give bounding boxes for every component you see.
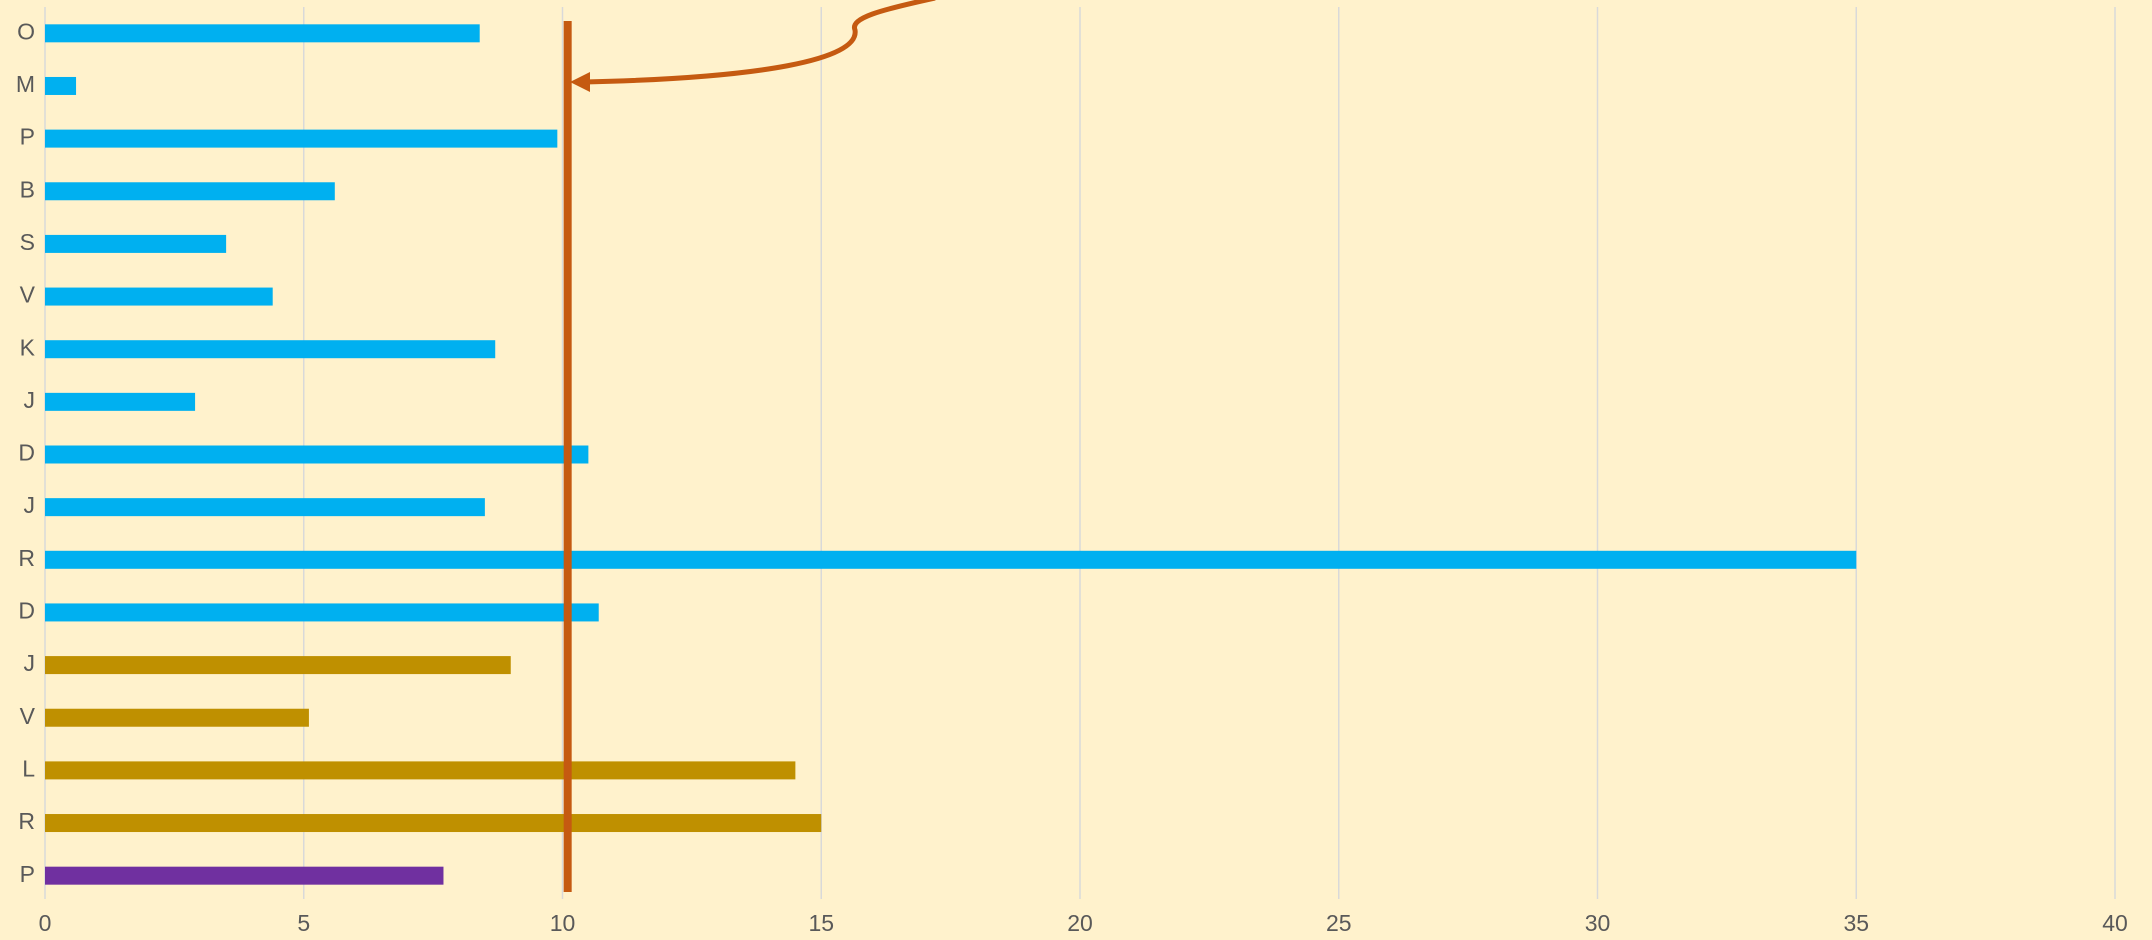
bar: [45, 761, 796, 780]
arrow-head: [570, 72, 590, 92]
bar: [45, 24, 480, 43]
y-tick-label: B: [20, 176, 35, 202]
y-tick-label: J: [24, 387, 36, 413]
y-tick-label: R: [18, 808, 35, 834]
bar: [45, 234, 227, 253]
x-tick-label: 25: [1326, 910, 1352, 936]
bar: [45, 603, 599, 622]
y-tick-label: V: [20, 703, 36, 729]
y-tick-label: L: [22, 755, 35, 781]
x-tick-label: 40: [2102, 910, 2128, 936]
y-tick-label: J: [24, 492, 36, 518]
bar: [45, 129, 558, 148]
x-tick-label: 0: [39, 910, 52, 936]
y-tick-label: V: [20, 282, 36, 308]
x-tick-label: 5: [297, 910, 310, 936]
bar: [45, 340, 496, 359]
bar: [45, 498, 485, 517]
bar: [45, 866, 444, 885]
bar: [45, 287, 273, 306]
bar: [45, 392, 196, 411]
y-tick-label: P: [20, 124, 35, 150]
x-tick-label: 10: [550, 910, 576, 936]
bar: [45, 550, 1857, 569]
y-tick-label: R: [18, 545, 35, 571]
bar: [45, 76, 77, 95]
annotation-arrow: [584, 0, 936, 85]
bar: [45, 708, 309, 727]
y-tick-label: O: [17, 18, 35, 44]
y-tick-label: D: [18, 598, 35, 624]
y-tick-label: K: [20, 334, 36, 360]
x-tick-label: 20: [1067, 910, 1093, 936]
x-tick-label: 30: [1585, 910, 1611, 936]
y-tick-label: S: [20, 229, 35, 255]
y-tick-label: M: [16, 71, 35, 97]
bar: [45, 656, 511, 675]
y-tick-label: P: [20, 861, 35, 887]
bar: [45, 182, 335, 201]
bar: [45, 814, 822, 833]
x-tick-label: 15: [808, 910, 834, 936]
y-tick-label: D: [18, 440, 35, 466]
bar: [45, 445, 589, 464]
y-tick-label: J: [24, 650, 36, 676]
x-tick-label: 35: [1843, 910, 1869, 936]
